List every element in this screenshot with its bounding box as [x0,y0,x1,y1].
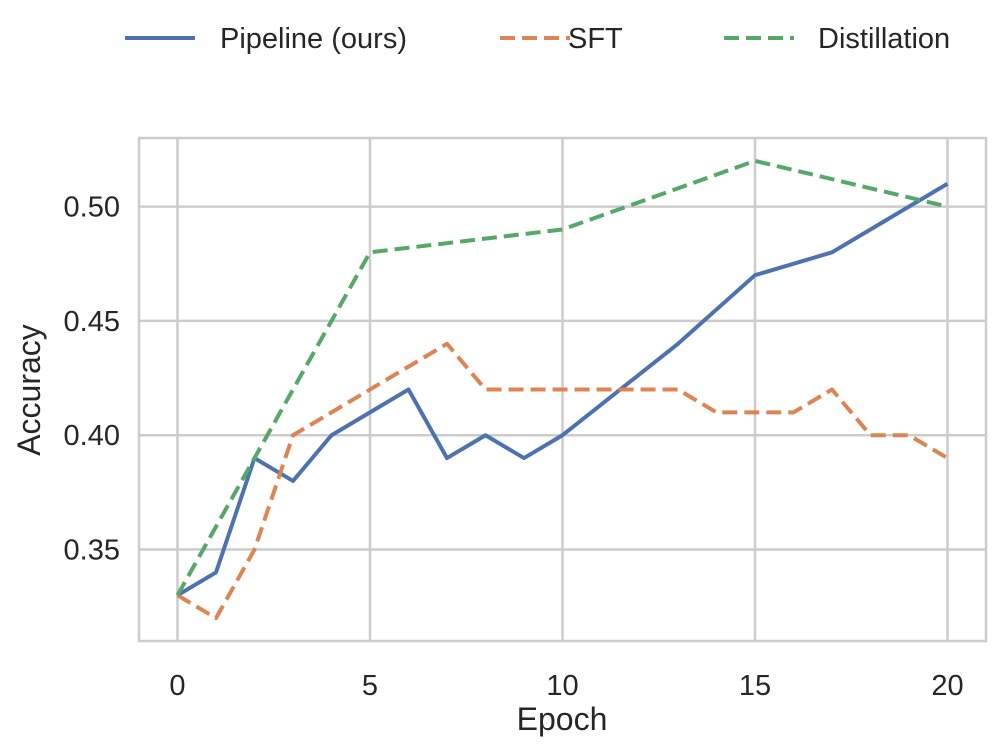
y-tick-label: 0.35 [64,535,120,567]
tick-labels: 0 5 10 15 20 0.35 0.40 0.45 0.50 [64,192,964,702]
x-tick-label: 15 [739,670,771,702]
x-tick-label: 10 [546,670,578,702]
legend: Pipeline (ours) SFT Distillation [125,23,950,55]
plot-frame [137,136,988,643]
legend-label: Distillation [818,23,950,55]
x-tick-label: 20 [931,670,963,702]
series-line-sft [176,341,949,621]
x-tick-label: 5 [362,670,378,702]
series-line-pipeline-ours [176,182,949,597]
x-axis-label: Epoch [517,701,608,737]
y-tick-label: 0.50 [64,192,120,224]
series-lines [175,158,949,621]
y-tick-label: 0.40 [64,420,120,452]
y-axis-label: Accuracy [11,324,47,456]
legend-label: SFT [568,23,623,55]
y-tick-label: 0.45 [64,306,120,338]
legend-label: Pipeline (ours) [220,23,407,55]
x-tick-label: 0 [169,670,185,702]
